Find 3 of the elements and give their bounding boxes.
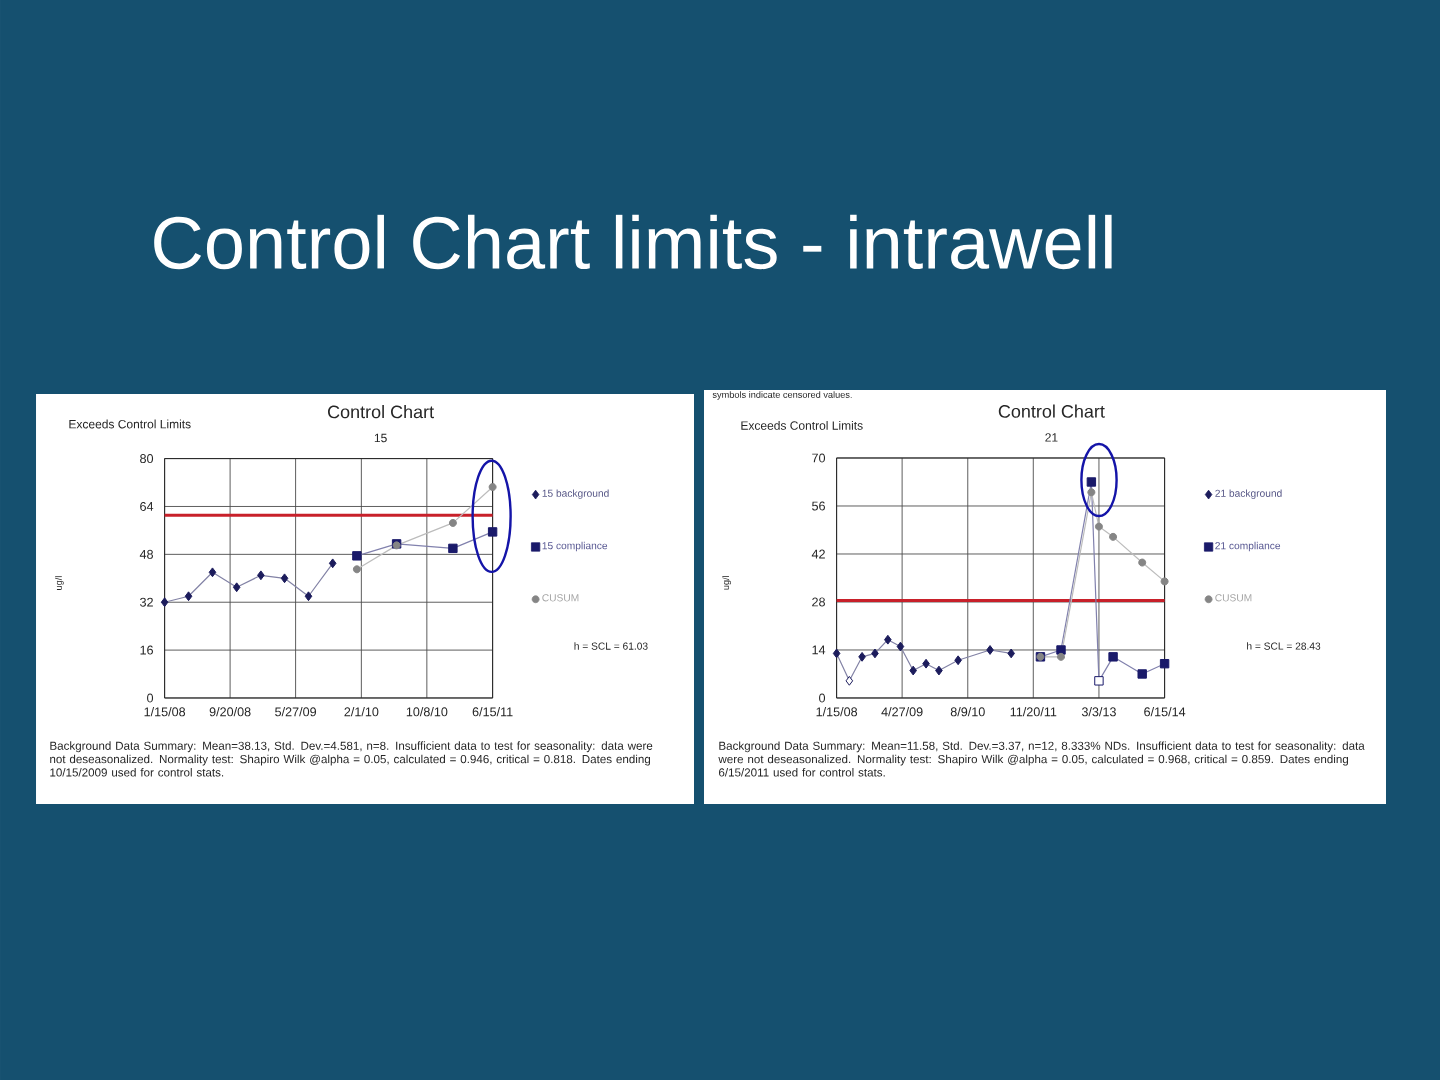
chart-title: Control Chart [998,404,1105,418]
chart-title: Control Chart [327,405,434,419]
text: Control Chart limits - intrawell [154,214,1112,270]
